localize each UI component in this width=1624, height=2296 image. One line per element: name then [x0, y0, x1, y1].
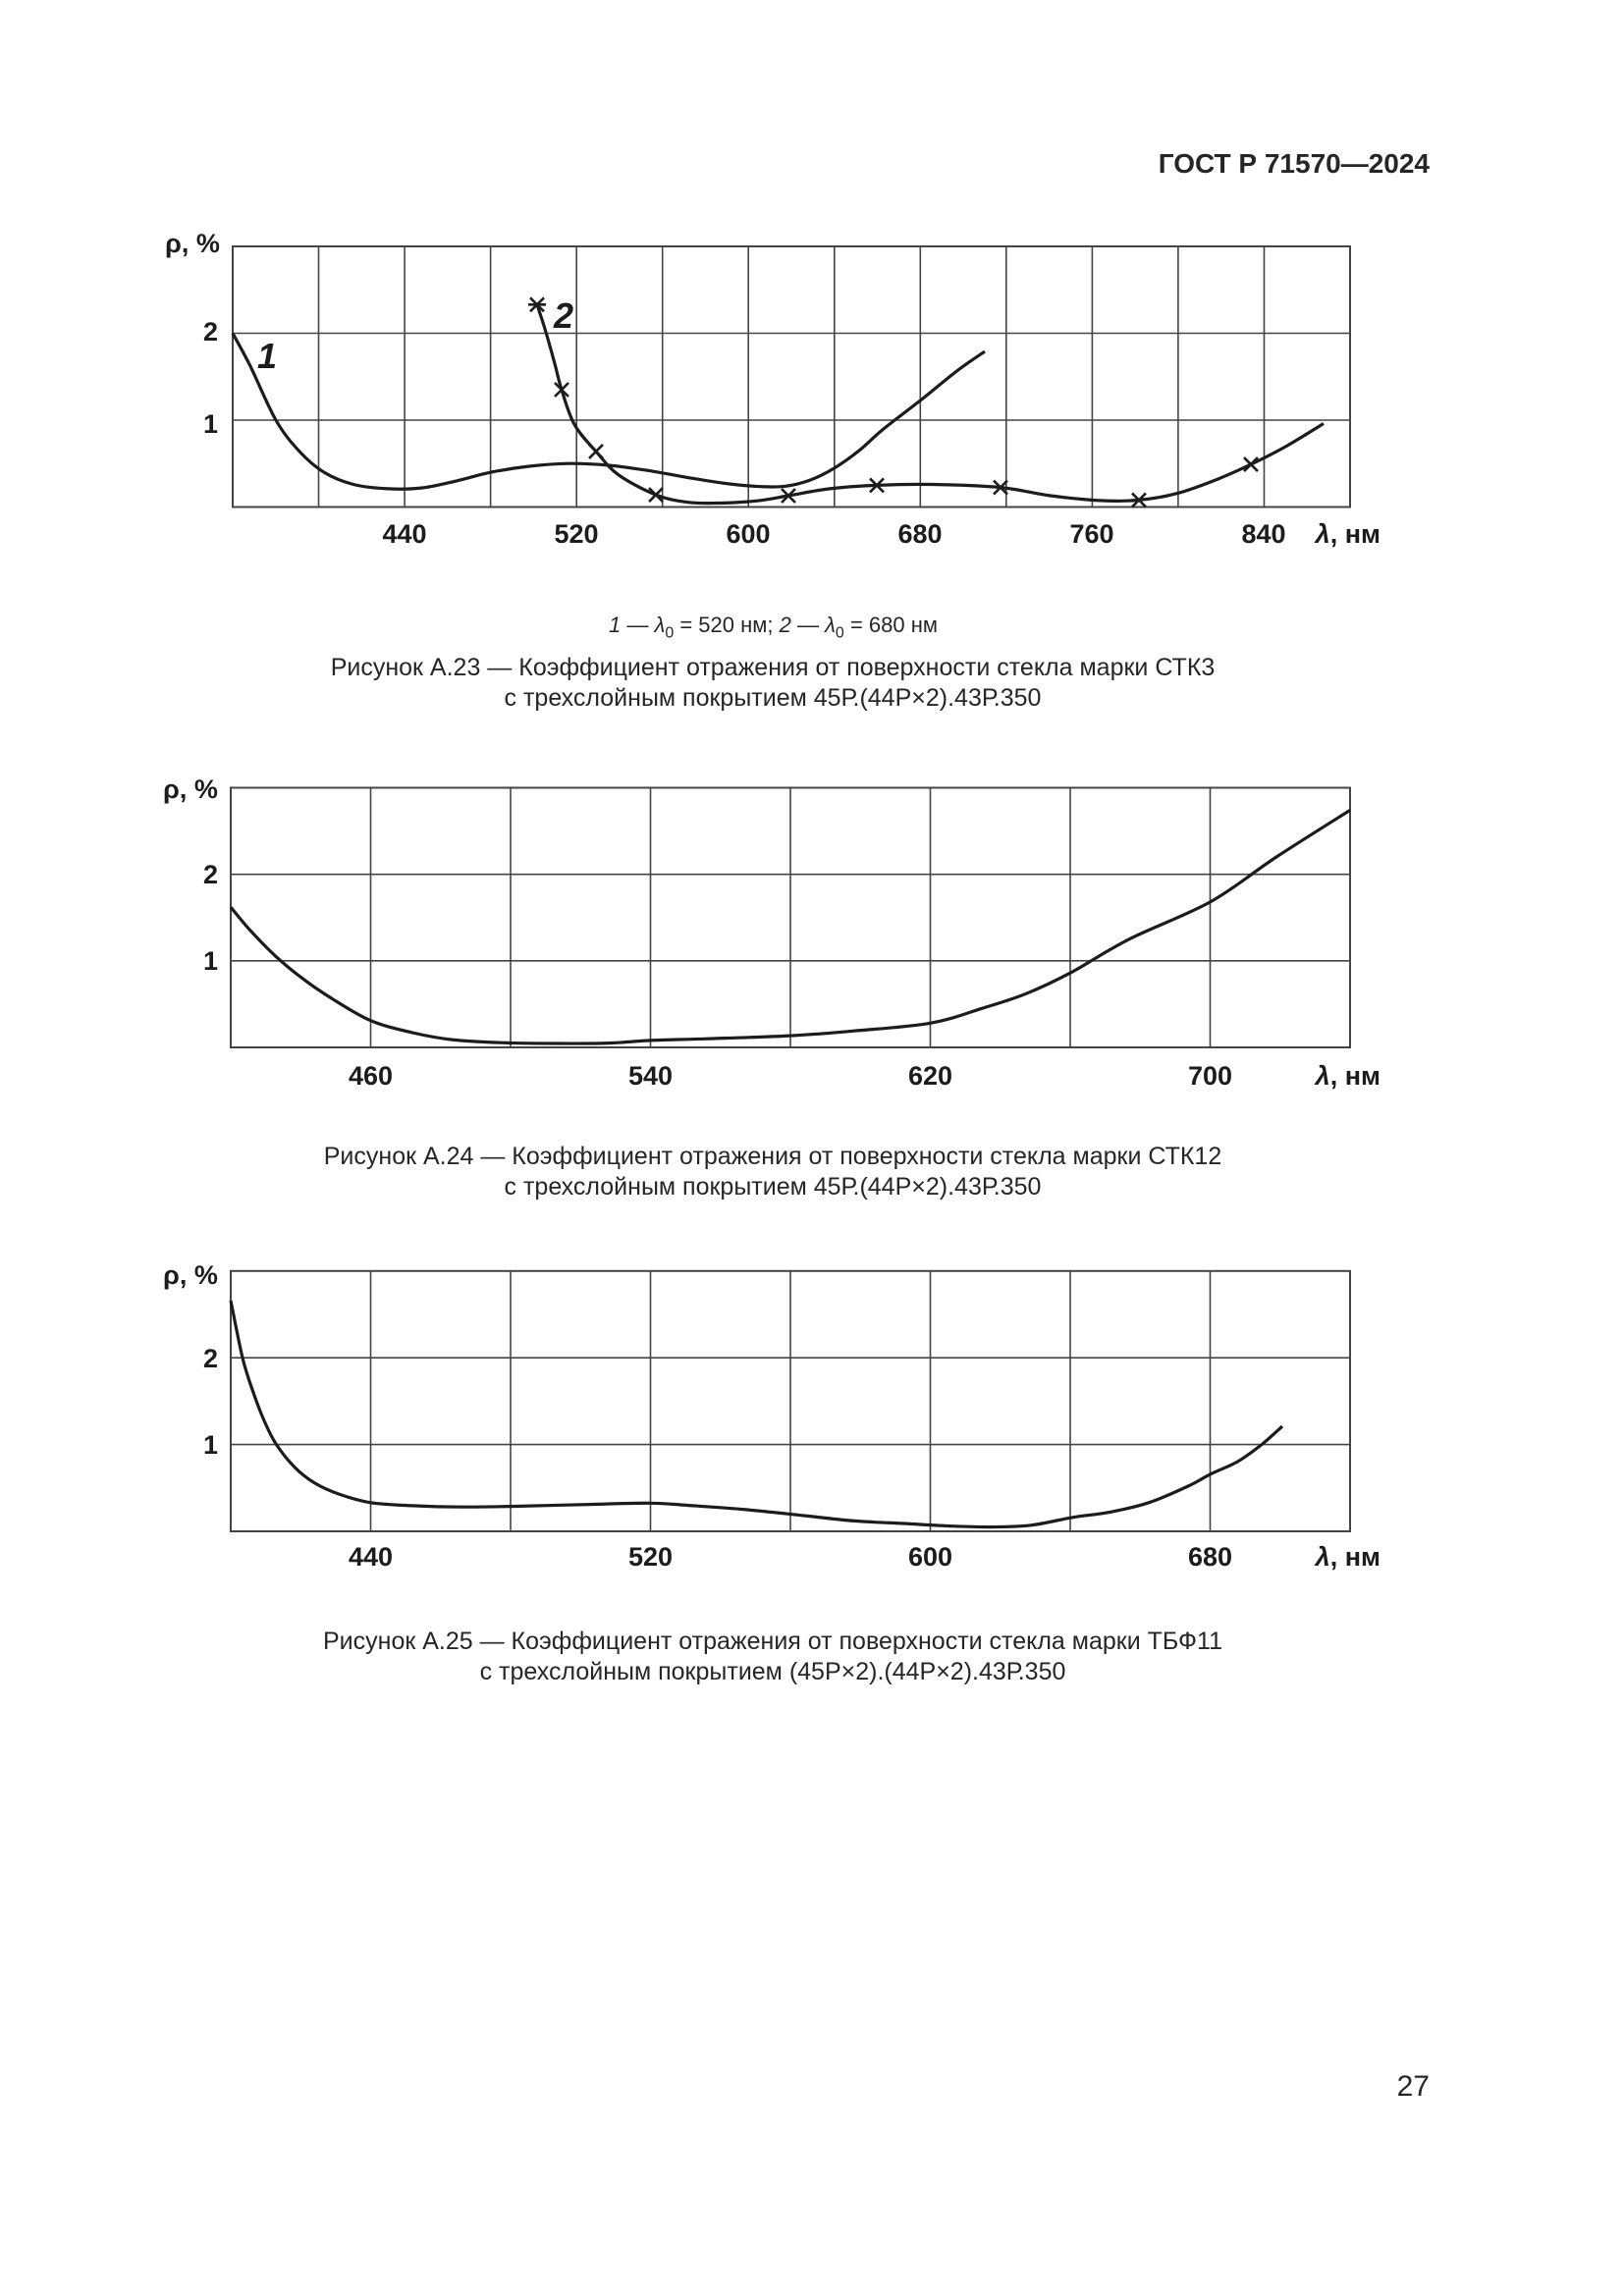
- svg-text:ρ, %: ρ, %: [163, 774, 218, 804]
- svg-text:520: 520: [628, 1542, 673, 1572]
- svg-text:2: 2: [203, 860, 218, 889]
- svg-text:2: 2: [203, 1344, 218, 1373]
- svg-text:1: 1: [203, 1430, 218, 1460]
- svg-text:440: 440: [349, 1542, 393, 1572]
- svg-text:620: 620: [908, 1061, 952, 1091]
- svg-text:600: 600: [908, 1542, 952, 1572]
- svg-text:540: 540: [628, 1061, 673, 1091]
- svg-text:λ, нм: λ, нм: [1314, 519, 1380, 549]
- svg-text:520: 520: [554, 519, 598, 549]
- svg-text:840: 840: [1241, 519, 1285, 549]
- svg-text:700: 700: [1188, 1061, 1232, 1091]
- svg-text:680: 680: [1188, 1542, 1232, 1572]
- svg-text:ρ, %: ρ, %: [165, 229, 220, 258]
- svg-text:ρ, %: ρ, %: [163, 1260, 218, 1290]
- svg-text:600: 600: [726, 519, 770, 549]
- svg-text:1: 1: [203, 409, 218, 439]
- svg-text:λ, нм: λ, нм: [1314, 1542, 1380, 1572]
- svg-text:440: 440: [382, 519, 426, 549]
- svg-text:760: 760: [1069, 519, 1113, 549]
- svg-text:680: 680: [897, 519, 942, 549]
- svg-text:2: 2: [203, 317, 218, 347]
- svg-text:λ, нм: λ, нм: [1314, 1061, 1380, 1091]
- svg-text:1: 1: [257, 336, 277, 376]
- svg-text:1: 1: [203, 946, 218, 976]
- svg-text:460: 460: [349, 1061, 393, 1091]
- svg-text:2: 2: [553, 295, 573, 336]
